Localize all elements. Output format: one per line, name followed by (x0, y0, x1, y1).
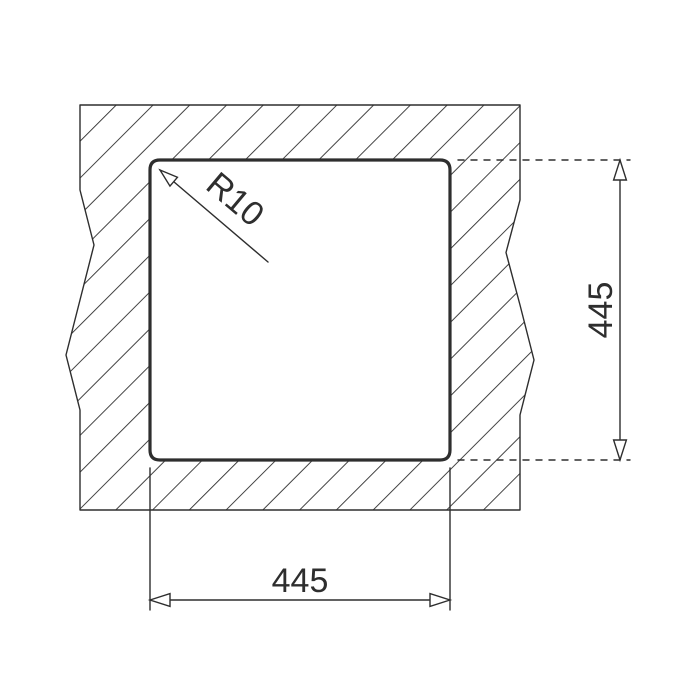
dimension-height-label: 445 (582, 282, 620, 339)
cutout-outline (150, 160, 450, 460)
dimension-width-label: 445 (272, 562, 329, 600)
